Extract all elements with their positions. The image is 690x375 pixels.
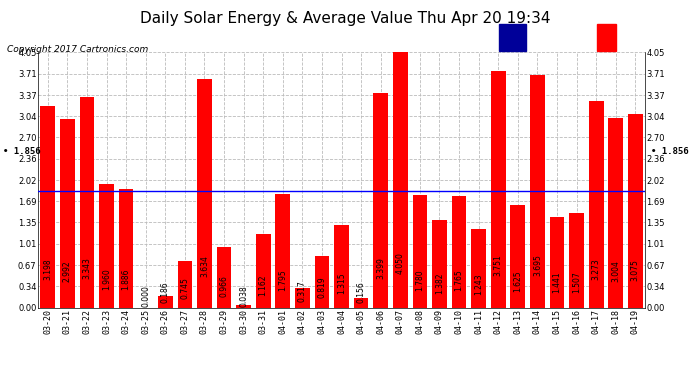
Bar — [315, 256, 329, 308]
Text: 0.317: 0.317 — [298, 280, 307, 302]
Bar — [589, 101, 604, 308]
Text: • 1.856: • 1.856 — [651, 147, 689, 156]
Bar — [334, 225, 349, 308]
Bar — [499, 24, 526, 51]
Text: 0.819: 0.819 — [317, 276, 326, 298]
Bar — [491, 71, 506, 308]
Text: 0.038: 0.038 — [239, 285, 248, 307]
Text: 1.780: 1.780 — [415, 269, 424, 291]
Bar — [60, 119, 75, 308]
Text: 0.000: 0.000 — [141, 285, 150, 307]
Bar — [177, 261, 193, 308]
Text: 3.695: 3.695 — [533, 255, 542, 276]
Text: Daily Solar Energy & Average Value Thu Apr 20 19:34: Daily Solar Energy & Average Value Thu A… — [140, 11, 550, 26]
Text: 1.795: 1.795 — [278, 269, 287, 291]
Text: 1.765: 1.765 — [455, 269, 464, 291]
Bar — [550, 217, 564, 308]
Text: 1.441: 1.441 — [553, 272, 562, 294]
Text: 3.399: 3.399 — [376, 257, 385, 279]
Bar — [79, 97, 95, 308]
Bar — [432, 220, 447, 308]
Text: 0.186: 0.186 — [161, 281, 170, 303]
Bar — [217, 247, 231, 308]
Text: 1.315: 1.315 — [337, 273, 346, 294]
Text: 4.050: 4.050 — [396, 252, 405, 274]
Bar — [197, 79, 212, 308]
Bar — [158, 296, 172, 307]
Text: 3.273: 3.273 — [592, 258, 601, 280]
Text: 1.886: 1.886 — [121, 268, 130, 290]
Bar — [99, 184, 114, 308]
Text: 0.966: 0.966 — [219, 275, 228, 297]
Bar — [452, 196, 466, 308]
Text: • 1.856: • 1.856 — [3, 147, 41, 156]
Text: 1.507: 1.507 — [572, 271, 581, 293]
Text: Average  ($): Average ($) — [528, 33, 593, 42]
Bar — [471, 229, 486, 308]
Bar — [511, 205, 525, 308]
Bar — [628, 114, 642, 308]
Text: 3.004: 3.004 — [611, 260, 620, 282]
Text: 3.075: 3.075 — [631, 259, 640, 281]
Bar — [609, 118, 623, 308]
Bar — [354, 298, 368, 307]
Bar — [236, 305, 251, 308]
Text: 0.156: 0.156 — [357, 281, 366, 303]
Text: Copyright 2017 Cartronics.com: Copyright 2017 Cartronics.com — [7, 45, 148, 54]
Bar — [256, 234, 270, 308]
Text: 0.745: 0.745 — [180, 277, 189, 299]
Bar — [598, 24, 615, 51]
Text: 1.382: 1.382 — [435, 272, 444, 294]
Text: 1.162: 1.162 — [259, 274, 268, 296]
Text: 3.198: 3.198 — [43, 259, 52, 280]
Bar — [393, 53, 408, 308]
Bar — [41, 106, 55, 307]
Text: 1.243: 1.243 — [474, 273, 483, 295]
Bar — [119, 189, 133, 308]
Bar — [373, 93, 388, 308]
Text: 1.960: 1.960 — [102, 268, 111, 290]
Text: 1.625: 1.625 — [513, 270, 522, 292]
Text: 2.992: 2.992 — [63, 260, 72, 282]
Bar — [569, 213, 584, 308]
Bar — [295, 288, 310, 308]
Bar — [413, 195, 427, 308]
Text: 3.634: 3.634 — [200, 255, 209, 277]
Text: 3.751: 3.751 — [494, 254, 503, 276]
Bar — [530, 75, 545, 307]
Text: Daily  ($): Daily ($) — [620, 33, 673, 42]
Text: 3.343: 3.343 — [82, 257, 91, 279]
Bar — [275, 195, 290, 308]
